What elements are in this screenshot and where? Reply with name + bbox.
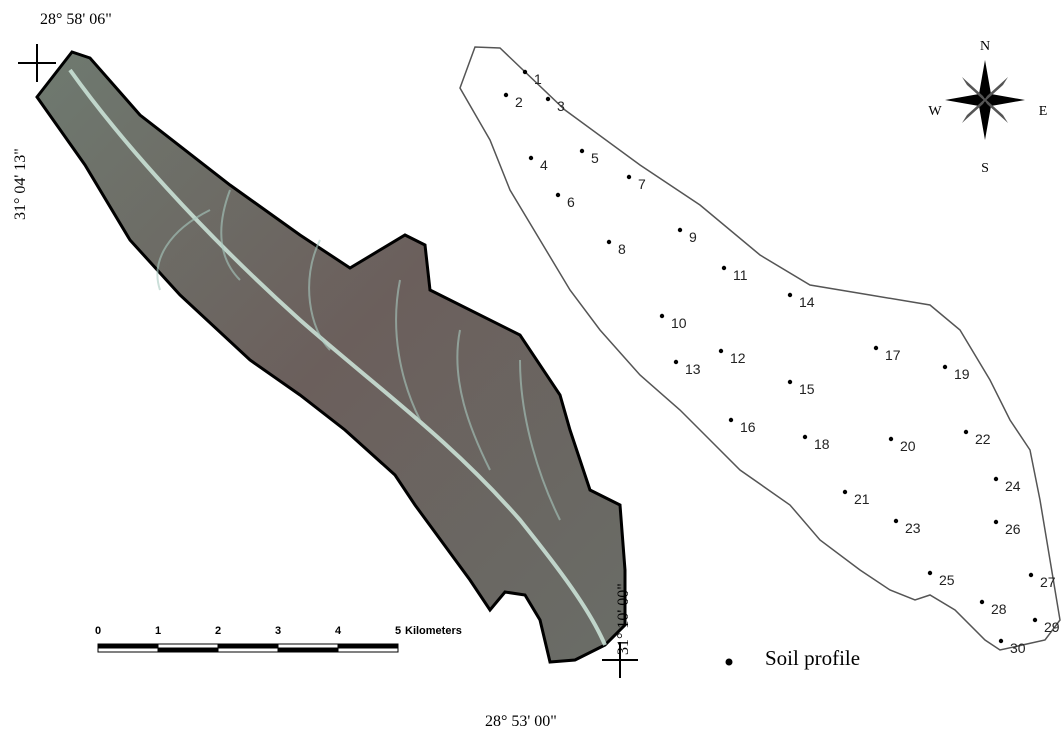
soil-profile-label: 21: [854, 491, 870, 507]
coordinate-label: 31° 04' 13": [12, 148, 29, 220]
soil-profile-label: 14: [799, 294, 815, 310]
soil-profile-dot: [888, 436, 894, 442]
legend-label: Soil profile: [765, 646, 860, 670]
scale-segment: [217, 643, 279, 649]
compass-label: W: [928, 104, 942, 119]
scale-label: 2: [215, 625, 221, 637]
soil-profile-label: 8: [618, 241, 626, 257]
scale-segment: [277, 643, 339, 649]
soil-profiles: 12 34 567891011121314151617181920212223242…: [503, 69, 1060, 656]
soil-profile-label: 17: [885, 347, 901, 363]
soil-profile-dot: [979, 599, 985, 605]
soil-profile-dot: [1032, 617, 1038, 623]
soil-profile-dot: [1028, 572, 1034, 578]
soil-profile-label: 6: [567, 194, 575, 210]
soil-profile-label: 12: [730, 350, 746, 366]
scale-label: 4: [335, 625, 342, 637]
scale-segment: [97, 643, 159, 649]
soil-profile-dot: [528, 155, 534, 161]
soil-profile-dot: [677, 227, 683, 233]
soil-profile-dot: [721, 265, 727, 271]
soil-profile-dot: [963, 429, 969, 435]
scale-segment: [337, 643, 399, 649]
soil-profile-label: 18: [814, 436, 830, 452]
soil-profile-label: 22: [975, 431, 991, 447]
soil-profile-dot: [998, 638, 1004, 644]
soil-profile-dot: [626, 174, 632, 180]
soil-profile-label: 7: [638, 176, 646, 192]
soil-profile-label: 2: [515, 94, 523, 110]
scale-segment: [337, 647, 399, 653]
soil-profile-dot: [718, 348, 724, 354]
compass: N S W E: [928, 39, 1047, 176]
soil-profile-label: 30: [1010, 640, 1026, 656]
crosshair: [18, 44, 638, 678]
soil-profile-label: 15: [799, 381, 815, 397]
soil-profile-label: 19: [954, 366, 970, 382]
soil-profile-label: 9: [689, 229, 697, 245]
watershed-outline: [459, 46, 1061, 651]
soil-profile-label: 23: [905, 520, 921, 536]
scale-label: 5: [395, 625, 401, 637]
scale-segment: [157, 647, 219, 653]
soil-profile-label: 29: [1044, 619, 1060, 635]
soil-profile-label: 3: [557, 98, 565, 114]
compass-label: S: [981, 161, 989, 176]
soil-profile-dot: [893, 518, 899, 524]
soil-profile-dot: [942, 364, 948, 370]
coordinate-label: 28° 53' 00": [485, 713, 557, 730]
soil-profile-label: 24: [1005, 478, 1021, 494]
satellite-image: [35, 50, 627, 664]
soil-profile-label: 20: [900, 438, 916, 454]
soil-profile-dot: [787, 292, 793, 298]
soil-profile-label: 5: [591, 150, 599, 166]
soil-profile-label: 1: [534, 71, 542, 87]
scale-segment: [277, 647, 339, 653]
soil-profile-label: 11: [733, 267, 748, 283]
coordinate-label: 31° 10' 00": [615, 583, 632, 655]
soil-profile-dot: [673, 359, 679, 365]
soil-profile-dot: [522, 69, 528, 75]
scale-label: 1: [155, 625, 161, 637]
soil-profile-label: 27: [1040, 574, 1056, 590]
scale-label: 3: [275, 625, 281, 637]
compass-label: E: [1039, 104, 1048, 119]
scale-segment: [97, 647, 159, 653]
soil-profile-dot: [728, 417, 734, 423]
soil-profile-label: 26: [1005, 521, 1021, 537]
soil-profile-label: 28: [991, 601, 1007, 617]
soil-profile-dot: [659, 313, 665, 319]
soil-profile-dot: [787, 379, 793, 385]
soil-profile-label: 25: [939, 572, 955, 588]
soil-profile-label: 13: [685, 361, 701, 377]
soil-profile-dot: [606, 239, 612, 245]
scale-label: 0: [95, 625, 101, 637]
scale-unit: Kilometers: [405, 625, 462, 637]
soil-profile-dot: [545, 96, 551, 102]
legend-dot: [725, 658, 733, 666]
soil-profile-dot: [873, 345, 879, 351]
soil-profile-dot: [842, 489, 848, 495]
compass-label: N: [980, 39, 990, 54]
soil-profile-label: 16: [740, 419, 756, 435]
soil-profile-dot: [503, 92, 509, 98]
soil-profile-label: 4: [540, 157, 548, 173]
scale-segment: [157, 643, 219, 649]
scale-segment: [217, 647, 279, 653]
soil-profile-dot: [993, 476, 999, 482]
soil-profile-dot: [802, 434, 808, 440]
soil-profile-dot: [555, 192, 561, 198]
soil-profile-dot: [993, 519, 999, 525]
coordinate-label: 28° 58' 06": [40, 11, 112, 28]
scale-bar: 0 1 2 3 4 5 Kilometers: [95, 625, 462, 653]
soil-profile-dot: [927, 570, 933, 576]
soil-profile-label: 10: [671, 315, 687, 331]
soil-profile-dot: [579, 148, 585, 154]
